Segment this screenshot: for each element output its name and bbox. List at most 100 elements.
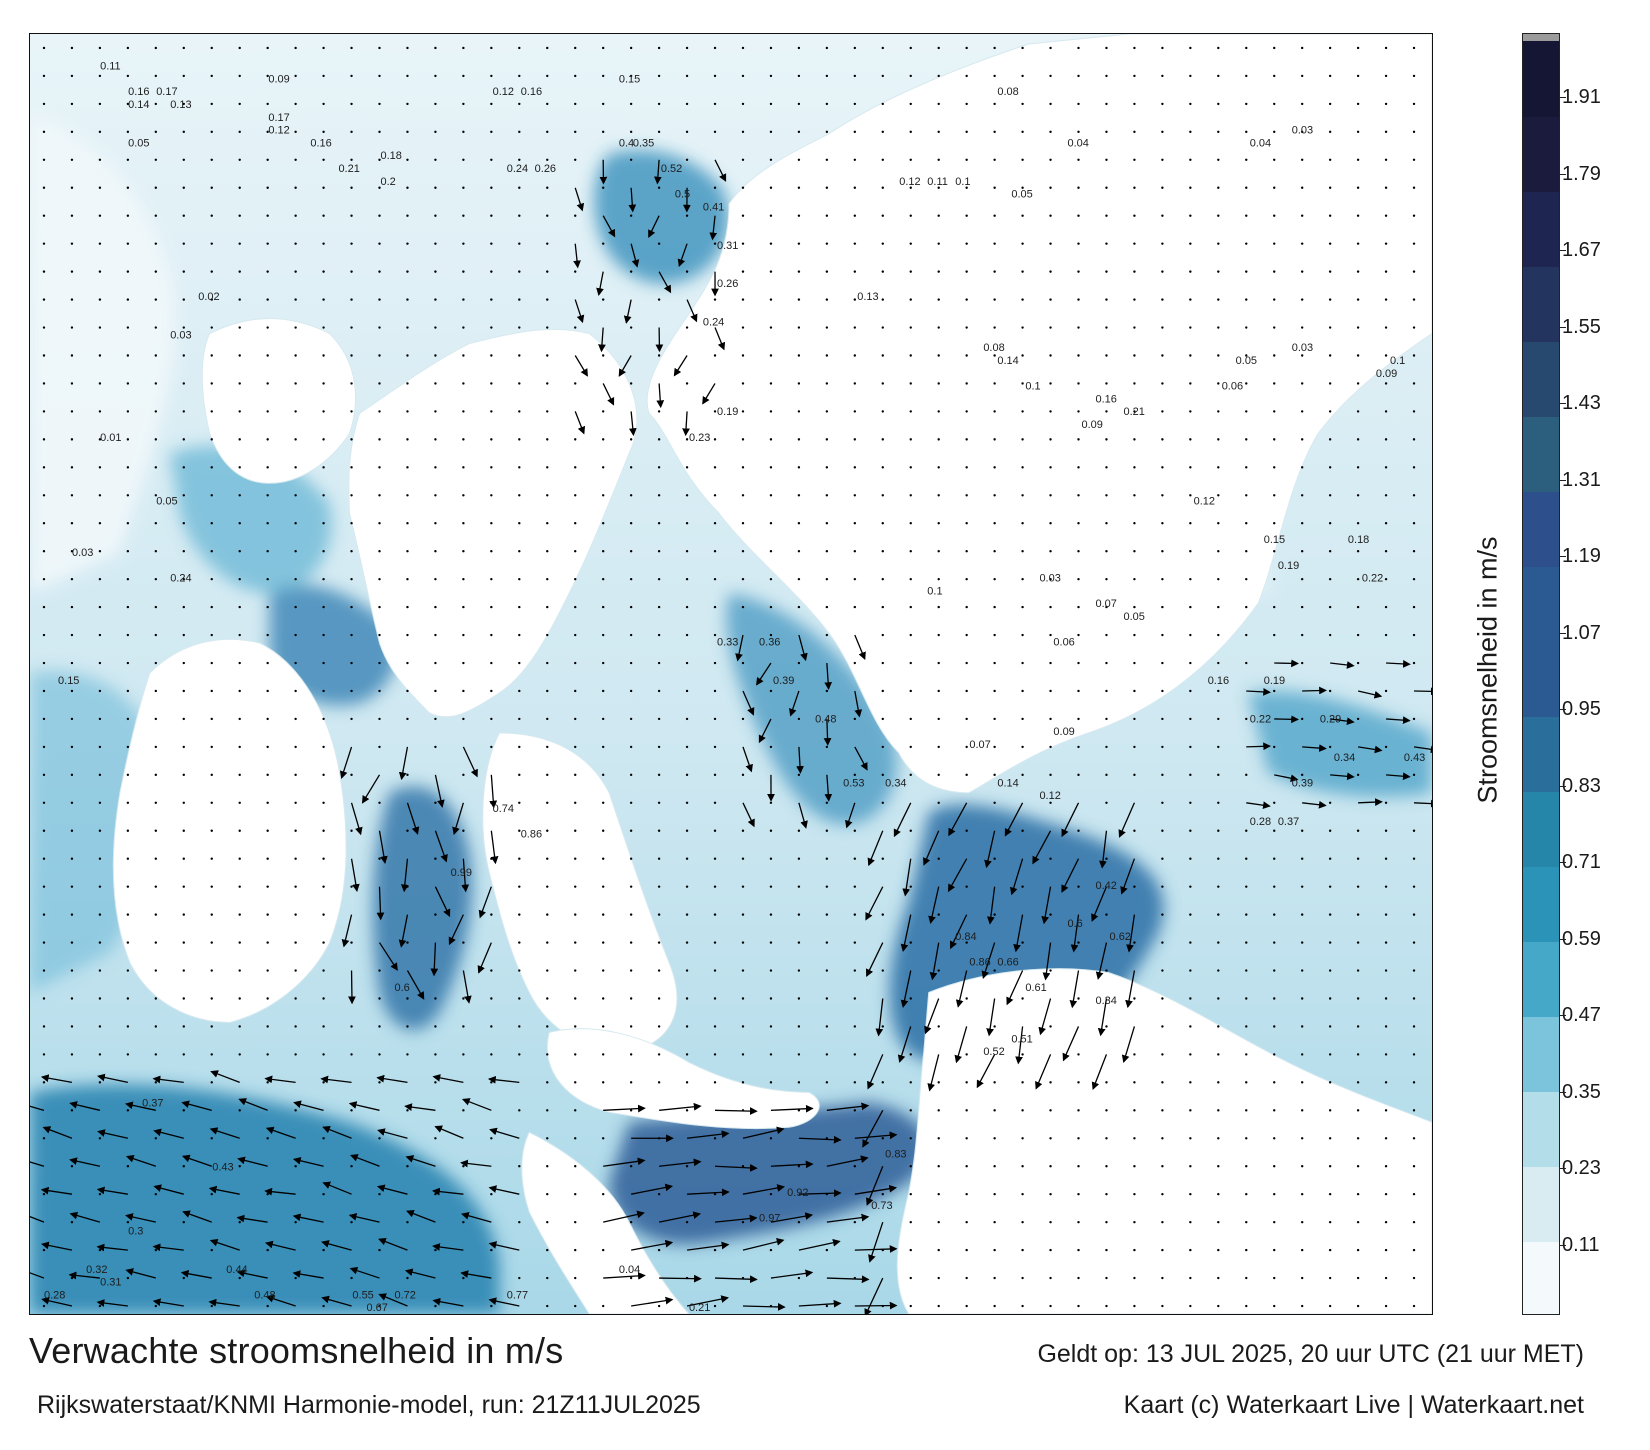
grid-dot	[601, 494, 605, 497]
current-arrow	[292, 1156, 324, 1167]
grid-dot	[741, 857, 745, 860]
grid-dot	[713, 997, 717, 1000]
grid-dot	[769, 1248, 773, 1252]
colorbar-tick-label: 0.23	[1562, 1157, 1601, 1180]
grid-dot	[1133, 410, 1136, 413]
current-arrow	[602, 215, 616, 238]
grid-dot	[238, 941, 241, 944]
grid-dot	[1356, 717, 1360, 721]
grid-dot	[546, 1248, 549, 1252]
grid-dot	[1133, 298, 1136, 301]
speed-label: 0.67	[367, 1302, 388, 1314]
grid-dot	[769, 158, 773, 162]
grid-dot	[965, 214, 968, 217]
grid-dot	[853, 577, 857, 581]
grid-dot	[629, 941, 633, 944]
grid-dot	[1412, 913, 1416, 916]
colorbar-tick-mark	[1560, 556, 1566, 558]
colorbar-tick-label: 1.67	[1562, 239, 1601, 262]
grid-dot	[1245, 46, 1248, 50]
current-arrow	[631, 1239, 674, 1251]
current-arrow	[618, 355, 632, 377]
grid-dot	[126, 801, 130, 804]
grid-dot	[1049, 1109, 1052, 1112]
grid-dot	[797, 605, 801, 609]
current-arrow	[30, 1272, 45, 1279]
grid-dot	[1328, 270, 1332, 273]
grid-dot	[965, 102, 968, 106]
grid-dot	[518, 1053, 521, 1056]
grid-dot	[42, 298, 46, 301]
grid-dot	[1328, 298, 1332, 301]
grid-dot	[1412, 1137, 1416, 1140]
grid-dot	[490, 1081, 493, 1084]
grid-dot	[406, 186, 409, 189]
grid-dot	[1189, 1304, 1192, 1308]
land-masses	[112, 34, 1432, 1314]
grid-dot	[1328, 745, 1332, 749]
grid-dot	[42, 466, 46, 469]
current-arrow	[574, 299, 585, 324]
grid-dot	[1189, 689, 1192, 693]
grid-dot	[1189, 857, 1192, 860]
grid-dot	[406, 1276, 409, 1280]
grid-dot	[1105, 214, 1108, 217]
grid-dot	[70, 773, 74, 777]
grid-dot	[574, 1304, 577, 1308]
grid-dot	[182, 74, 185, 78]
current-arrow	[742, 1237, 785, 1251]
grid-dot	[853, 354, 857, 357]
grid-dot	[657, 689, 661, 693]
grid-dot	[993, 1304, 996, 1308]
grid-dot	[126, 242, 130, 245]
current-arrow	[400, 858, 409, 893]
grid-dot	[322, 298, 325, 301]
grid-dot	[70, 717, 74, 721]
grid-dot	[1245, 605, 1248, 609]
grid-dot	[1049, 801, 1052, 804]
grid-dot	[965, 438, 968, 441]
grid-dot	[1021, 885, 1024, 888]
grid-dot	[881, 522, 884, 525]
grid-dot	[1300, 1276, 1304, 1280]
grid-dot	[797, 494, 801, 497]
grid-dot	[937, 1081, 940, 1084]
grid-dot	[1217, 969, 1220, 972]
grid-dot	[70, 438, 74, 441]
grid-dot	[909, 326, 912, 329]
grid-dot	[1217, 242, 1220, 245]
grid-dot	[937, 633, 940, 637]
grid-dot	[629, 717, 633, 721]
current-arrow	[948, 802, 968, 837]
grid-dot	[182, 382, 185, 385]
grid-dot	[713, 1025, 717, 1028]
grid-dot	[1105, 633, 1108, 637]
grid-dot	[1245, 857, 1248, 860]
grid-dot	[154, 801, 158, 804]
grid-dot	[1328, 1081, 1332, 1084]
speed-label: 0.37	[142, 1097, 163, 1109]
grid-dot	[154, 997, 158, 1000]
grid-dot	[42, 438, 46, 441]
grid-dot	[601, 1304, 605, 1308]
grid-dot	[1049, 689, 1052, 693]
grid-dot	[42, 1304, 46, 1308]
current-arrow	[900, 970, 912, 1008]
grid-dot	[601, 1081, 605, 1084]
grid-dot	[1356, 410, 1360, 413]
speed-label: 0.18	[381, 150, 402, 162]
grid-dot	[1273, 829, 1276, 832]
grid-dot	[825, 549, 829, 553]
colorbar-segment	[1523, 1091, 1559, 1167]
grid-dot	[266, 466, 269, 469]
grid-dot	[210, 717, 213, 721]
grid-dot	[294, 829, 297, 832]
grid-dot	[42, 661, 46, 665]
grid-dot	[1133, 438, 1136, 441]
grid-dot	[1077, 549, 1080, 553]
grid-dot	[1021, 1304, 1024, 1308]
grid-dot	[182, 1276, 185, 1280]
grid-dot	[1105, 382, 1108, 385]
grid-dot	[657, 857, 661, 860]
grid-dot	[462, 661, 465, 665]
